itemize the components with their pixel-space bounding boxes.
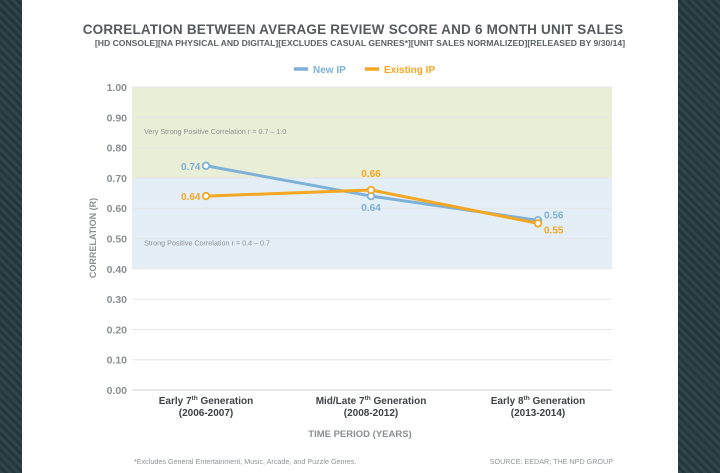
y-tick-label-0: 0.00 [107,385,128,397]
legend-label-1: Existing IP [384,65,435,76]
x-category-label-2: Early 8th Generation [491,395,586,407]
series-point-1-2 [533,219,543,228]
series-point-1-1 [366,185,376,195]
data-label-1-2: 0.55 [544,225,564,236]
y-tick-label-4: 0.40 [107,264,128,276]
y-tick-label-5: 0.50 [107,234,128,246]
footnote: *Excludes General Entertainment, Music, … [134,457,357,466]
x-category-label-0: Early 7th Generation [159,395,254,407]
x-category-years-0: (2006-2007) [179,408,233,419]
y-tick-label-10: 1.00 [107,82,128,94]
y-axis-title: CORRELATION (R) [88,198,98,278]
data-label-1-0: 0.64 [181,192,201,203]
y-tick-label-9: 0.90 [107,112,128,124]
band-label-very-strong: Very Strong Positive Correlation r = 0.7… [144,127,286,136]
series-point-1-0 [201,191,211,201]
data-label-1-1: 0.66 [361,169,381,180]
x-category-label-1: Mid/Late 7th Generation [316,395,427,407]
source-note: SOURCE: EEDAR; THE NPD GROUP [489,457,613,466]
y-tick-label-3: 0.30 [107,294,128,306]
left-background-pattern [0,0,22,473]
x-axis-title: TIME PERIOD (YEARS) [308,429,411,440]
y-tick-label-6: 0.60 [107,203,128,215]
y-tick-label-1: 0.10 [107,355,128,367]
y-tick-label-2: 0.20 [107,324,128,336]
series-point-0-0 [201,161,211,170]
right-background-pattern [678,0,720,473]
chart-title: CORRELATION BETWEEN AVERAGE REVIEW SCORE… [82,21,624,37]
legend-label-0: New IP [313,65,346,76]
band-label-strong: Strong Positive Correlation r = 0.4 – 0.… [144,239,270,248]
y-tick-label-7: 0.70 [107,173,128,185]
y-tick-label-8: 0.80 [107,143,128,155]
x-category-years-1: (2008-2012) [344,408,398,419]
data-label-0-0: 0.74 [181,162,201,173]
band-0 [132,87,612,178]
data-label-0-1: 0.64 [361,203,381,214]
title-row: CORRELATION BETWEEN AVERAGE REVIEW SCORE… [83,20,623,38]
x-category-years-2: (2013-2014) [511,408,565,419]
data-label-0-2: 0.56 [544,210,564,221]
chart-subtitle: [HD CONSOLE][NA PHYSICAL AND DIGITAL][EX… [94,38,626,48]
